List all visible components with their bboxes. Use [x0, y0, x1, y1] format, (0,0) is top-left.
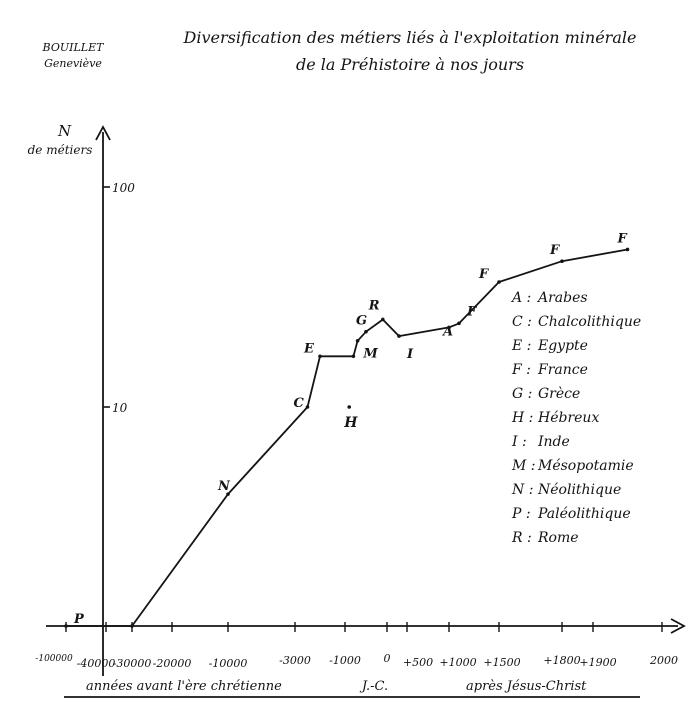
x-tick-label: -100000	[35, 654, 73, 664]
legend-item: C : Chalcolithique	[512, 310, 692, 334]
point-label: F	[549, 243, 560, 258]
x-tick-label: +1500	[483, 656, 520, 669]
point-label: A	[441, 324, 453, 339]
x-tick-label: -1000	[329, 654, 361, 667]
point-label: F	[466, 304, 477, 319]
legend-label: Paléolithique	[538, 506, 631, 522]
legend-key: F :	[512, 362, 531, 378]
legend-label: Néolithique	[538, 482, 622, 498]
legend-key: R :	[512, 530, 532, 546]
author-name: BOUILLET Geneviève	[18, 40, 128, 72]
y-tick-label: 100	[112, 181, 135, 195]
legend-label: Egypte	[538, 338, 588, 354]
isolated-point	[347, 405, 352, 409]
legend-label: Hébreux	[538, 410, 600, 426]
y-ticks: 10 100	[103, 181, 135, 415]
legend-item: H : Hébreux	[512, 406, 692, 430]
point-label: I	[406, 347, 414, 362]
x-tick-label: 0	[384, 652, 391, 665]
legend-label: Mésopotamie	[538, 458, 634, 474]
data-point	[381, 317, 385, 322]
point-label: R	[368, 298, 380, 313]
legend-key: M :	[512, 458, 536, 474]
y-axis-title: N	[57, 122, 72, 140]
legend-item: M : Mésopotamie	[512, 454, 692, 478]
x-tick-label: +1000	[439, 656, 476, 669]
data-point	[397, 334, 401, 338]
legend-key: E :	[512, 338, 532, 354]
author-surname: BOUILLET	[42, 41, 104, 54]
legend-label: Rome	[538, 530, 579, 546]
x-tick-label: -40000	[77, 657, 116, 670]
data-point	[305, 405, 310, 409]
legend-key: H :	[512, 410, 534, 426]
x-tick-label: 2000	[649, 654, 678, 667]
data-point	[64, 624, 68, 628]
point-label: P	[73, 612, 85, 627]
point-label: G	[356, 314, 367, 329]
chart-axes: N de métiers années avant l'ère chrétien…	[28, 122, 686, 698]
legend-label: Chalcolithique	[538, 314, 642, 330]
legend-key: C :	[512, 314, 532, 330]
data-point	[318, 354, 322, 359]
y-tick-label: 10	[112, 401, 128, 415]
data-point	[625, 247, 630, 252]
x-axis-title-after: après Jésus-Christ	[466, 679, 587, 694]
y-axis-arrow-icon	[95, 125, 111, 141]
x-tick-label: +500	[403, 656, 433, 669]
data-point	[457, 321, 461, 326]
legend-key: G :	[512, 386, 533, 402]
x-tick-label: +1800	[543, 654, 580, 667]
legend: A : Arabes C : Chalcolithique E : Egypte F : Fr…	[512, 286, 692, 550]
x-tick-label: -3000	[279, 654, 311, 667]
x-tick-label: +1900	[579, 656, 616, 669]
legend-key: N :	[512, 482, 534, 498]
legend-label: Grèce	[538, 386, 581, 402]
y-axis-title-unit: de métiers	[28, 143, 93, 157]
data-point	[130, 624, 134, 628]
point-label: C	[294, 396, 305, 411]
author-firstname: Geneviève	[44, 57, 102, 70]
legend-label: Arabes	[538, 290, 588, 306]
legend-key: P :	[512, 506, 531, 522]
chart-title: Diversification des métiers liés à l'exp…	[140, 24, 680, 78]
x-ticks: -100000 -40000-30000 -20000 -10000 -3000 -100…	[35, 622, 678, 670]
x-tick-label: -30000	[113, 657, 152, 670]
legend-item: R : Rome	[512, 526, 692, 550]
legend-item: F : France	[512, 358, 692, 382]
x-tick-label: -20000	[153, 657, 192, 670]
x-axis-title-before: années avant l'ère chrétienne	[86, 679, 282, 694]
point-label: E	[303, 341, 315, 356]
data-point	[560, 259, 564, 263]
point-label: F	[617, 231, 628, 246]
legend-label: Inde	[538, 434, 570, 450]
legend-key: A :	[512, 290, 532, 306]
legend-item: G : Grèce	[512, 382, 692, 406]
point-label: N	[217, 479, 231, 494]
isolated-point-label: H	[343, 415, 358, 431]
legend-item: A : Arabes	[512, 286, 692, 310]
x-tick-label: -10000	[209, 657, 248, 670]
data-series	[64, 247, 630, 628]
legend-item: P : Paléolithique	[512, 502, 692, 526]
x-axis-arrow-icon	[670, 618, 686, 634]
x-axis-title-center: J.-C.	[359, 679, 388, 694]
legend-item: I : Inde	[512, 430, 692, 454]
data-point	[226, 492, 230, 496]
chart-title-line2: de la Préhistoire à nos jours	[295, 55, 525, 74]
data-point	[447, 325, 451, 330]
data-point	[364, 329, 368, 334]
legend-key: I :	[512, 434, 527, 450]
legend-item: N : Néolithique	[512, 478, 692, 502]
data-point	[351, 354, 356, 359]
data-point	[497, 280, 501, 284]
chart-title-line1: Diversification des métiers liés à l'exp…	[183, 28, 637, 47]
data-point	[355, 338, 360, 343]
legend-label: France	[538, 362, 588, 378]
point-label: F	[478, 267, 489, 282]
point-label: M	[362, 346, 378, 361]
legend-item: E : Egypte	[512, 334, 692, 358]
